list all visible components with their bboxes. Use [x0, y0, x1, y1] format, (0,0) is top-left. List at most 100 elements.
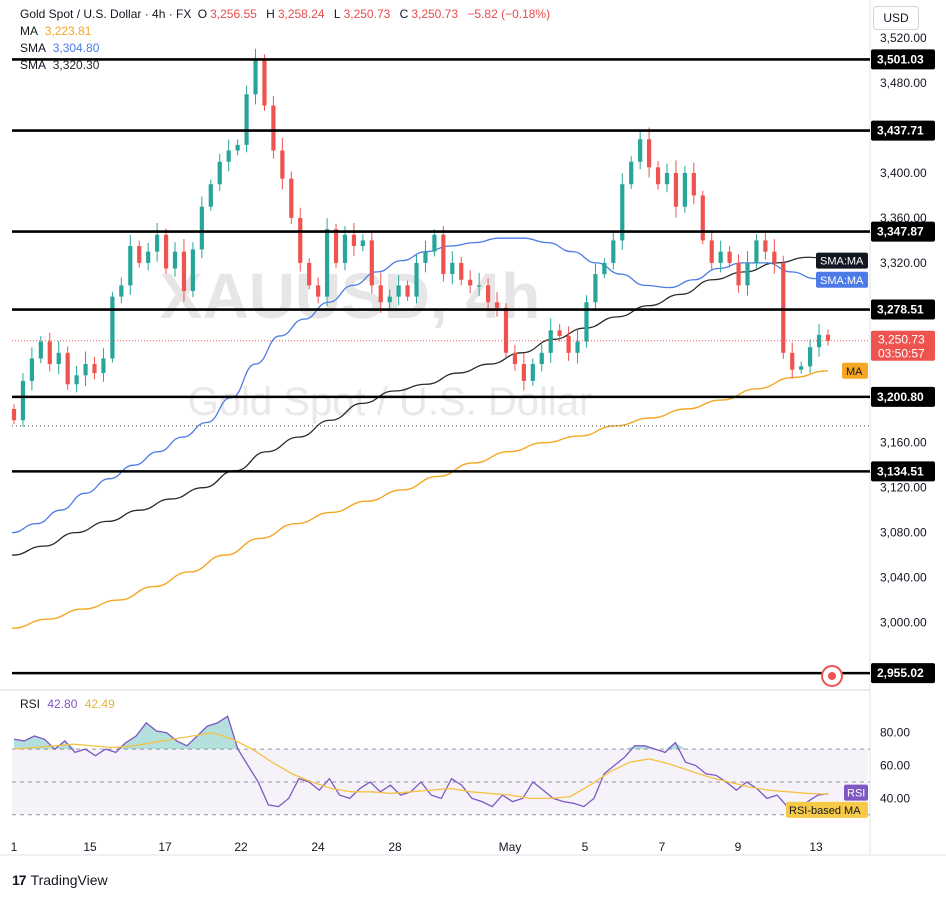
- tradingview-footer[interactable]: 17 TradingView: [12, 872, 108, 888]
- open-value: 3,256.55: [210, 7, 257, 21]
- rsi-badge: RSI: [847, 788, 865, 800]
- candle: [655, 161, 661, 190]
- sma-black-legend-row[interactable]: SMA 3,320.30: [20, 57, 553, 74]
- ma-orange-line: [11, 370, 829, 629]
- rsi-ma-badge-bg: [786, 801, 868, 818]
- y-tick-label: 3,080.00: [880, 526, 927, 540]
- candle: [155, 222, 160, 262]
- sma-black-value: 3,320.30: [52, 58, 100, 72]
- candle: [772, 239, 777, 274]
- candle: [664, 163, 670, 193]
- candle: [727, 246, 732, 268]
- candle: [199, 196, 204, 259]
- candle-body: [163, 234, 169, 269]
- candle: [351, 222, 357, 257]
- candle: [128, 235, 133, 295]
- watermark-symbol: XAUUSD, 4h: [160, 260, 541, 332]
- rsi-line: [13, 715, 829, 813]
- candle-body: [459, 262, 464, 280]
- rsi-ma-badge: RSI-based MA: [789, 805, 861, 817]
- candle-body: [575, 341, 580, 353]
- ohlc-row: Gold Spot / U.S. Dollar · 4h · FX O 3,256…: [20, 6, 553, 23]
- candle: [754, 234, 759, 269]
- sma-blue-legend-row[interactable]: SMA 3,304.80: [20, 40, 553, 57]
- rsi-legend[interactable]: RSI 42.80 42.49: [20, 697, 115, 711]
- ma-axis-badge-label: MA: [846, 366, 863, 378]
- candle-body: [468, 279, 473, 286]
- candle: [226, 139, 231, 172]
- candle: [119, 277, 124, 304]
- rsi-value: 42.80: [47, 697, 78, 711]
- level-label-bg: [871, 120, 935, 141]
- candle-body: [602, 262, 607, 275]
- candle: [262, 54, 267, 111]
- candle: [360, 234, 365, 252]
- candle: [20, 373, 26, 427]
- candle-body: [754, 240, 759, 263]
- candle: [333, 223, 339, 268]
- candle: [405, 280, 410, 301]
- candle-body: [584, 302, 589, 342]
- candle: [378, 272, 383, 314]
- candle: [414, 255, 419, 304]
- candle-body: [611, 240, 616, 263]
- candle-body: [387, 296, 392, 303]
- y-tick-label: 3,480.00: [880, 76, 927, 90]
- candle-body: [441, 234, 446, 275]
- candle-body: [271, 105, 276, 151]
- candle: [289, 171, 294, 225]
- y-tick-label: 3,160.00: [880, 436, 927, 450]
- x-tick-label: 9: [735, 840, 742, 854]
- candle: [208, 179, 213, 211]
- candle: [441, 226, 446, 282]
- candle: [691, 162, 696, 205]
- candle: [369, 230, 374, 294]
- candle-body: [763, 240, 768, 252]
- candle-body: [155, 234, 160, 252]
- candle-body: [772, 251, 777, 263]
- symbol-title[interactable]: Gold Spot / U.S. Dollar · 4h · FX: [20, 7, 192, 21]
- candle-body: [244, 94, 249, 145]
- level-label-bg: [871, 221, 935, 242]
- candle-body: [235, 144, 240, 151]
- candle: [316, 277, 321, 304]
- low-label: L: [333, 7, 341, 21]
- x-tick-label: 13: [809, 840, 823, 854]
- candle: [629, 156, 634, 189]
- level-label-bg: [871, 299, 935, 320]
- rsi-label: RSI: [20, 697, 41, 711]
- candle: [137, 240, 142, 268]
- candle: [38, 336, 43, 364]
- candle-body: [83, 364, 88, 376]
- candle: [557, 324, 562, 342]
- close-label: C: [399, 7, 409, 21]
- candle: [280, 137, 285, 190]
- candle-body: [360, 240, 365, 247]
- candle-body: [110, 296, 115, 359]
- candle-body: [119, 285, 124, 297]
- candle: [808, 339, 813, 374]
- candle-body: [745, 262, 750, 286]
- candle-body: [548, 330, 553, 353]
- candle: [235, 139, 240, 156]
- candle: [477, 272, 482, 297]
- candle: [432, 229, 437, 257]
- x-tick-label: 5: [582, 840, 589, 854]
- candle: [271, 96, 276, 159]
- candle: [307, 258, 312, 290]
- candle: [172, 242, 178, 277]
- rsi-overbought-fill: [14, 716, 828, 750]
- candle-body: [566, 335, 571, 353]
- level-label: 2,955.02: [877, 666, 924, 680]
- currency-button[interactable]: USD: [873, 6, 919, 30]
- candle-body: [799, 366, 804, 370]
- candle-body: [512, 352, 518, 365]
- candle-body: [351, 234, 357, 247]
- ma-legend-row[interactable]: MA 3,223.81: [20, 23, 553, 40]
- candle: [763, 230, 768, 260]
- candle: [736, 254, 741, 293]
- rsi-ma-value: 42.49: [84, 697, 115, 711]
- candle: [298, 207, 303, 272]
- rsi-tick-label: 60.00: [880, 759, 910, 773]
